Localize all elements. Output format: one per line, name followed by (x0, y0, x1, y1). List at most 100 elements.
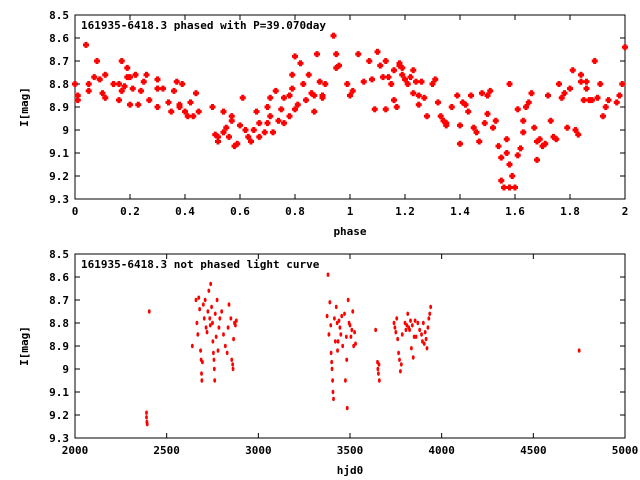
unphased-data-point (392, 320, 396, 326)
phased-data-point (542, 140, 549, 147)
unphased-x-tick-label: 4500 (520, 444, 547, 457)
unphased-data-point (425, 346, 429, 351)
unphased-data-point (215, 297, 219, 303)
unphased-data-point (227, 302, 231, 307)
phased-data-point (250, 127, 257, 133)
phased-data-point (330, 32, 337, 39)
unphased-data-point (377, 378, 381, 383)
phased-data-point (462, 101, 469, 108)
phased-data-point (300, 81, 307, 87)
unphased-data-point (336, 339, 340, 344)
unphased-data-point (332, 396, 335, 402)
phased-data-point (429, 81, 436, 87)
phased-data-point (333, 64, 340, 71)
phased-y-tick-label: 8.8 (49, 78, 69, 91)
phased-data-point (143, 71, 150, 78)
phased-data-point (154, 85, 161, 92)
phased-data-point (536, 136, 543, 143)
phased-data-point (360, 78, 367, 85)
unphased-data-point (416, 320, 420, 326)
phased-data-point (490, 124, 496, 131)
unphased-data-point (338, 325, 342, 330)
unphased-data-point (201, 359, 204, 365)
unphased-data-point (418, 327, 422, 333)
unphased-data-point (397, 350, 400, 356)
phased-data-point (248, 138, 254, 145)
phased-data-point (355, 51, 362, 58)
phased-x-tick-label: 0.6 (230, 205, 250, 218)
phased-data-point (465, 108, 472, 115)
unphased-data-point (213, 311, 217, 316)
phased-data-point (459, 99, 466, 106)
phased-data-point (256, 133, 263, 140)
phased-data-point (256, 120, 263, 127)
phased-data-point (520, 129, 527, 136)
phased-data-point (83, 41, 89, 48)
phased-data-point (418, 78, 425, 85)
unphased-data-point (333, 339, 337, 344)
phased-data-point (545, 92, 551, 99)
phased-data-point (517, 145, 524, 152)
unphased-data-point (231, 362, 235, 367)
phased-data-point (308, 90, 315, 97)
unphased-data-point (217, 325, 221, 330)
phased-data-point (391, 67, 397, 74)
phased-data-point (171, 87, 177, 94)
phased-data-point (498, 154, 505, 161)
phased-data-point (374, 48, 381, 55)
unphased-x-axis-label: hjd0 (337, 464, 364, 477)
phased-data-point (121, 83, 128, 90)
unphased-data-point (198, 307, 202, 312)
unphased-y-tick-label: 8.7 (49, 294, 69, 307)
phased-data-point (344, 81, 351, 87)
phased-data-point (369, 76, 375, 83)
unphased-y-tick-label: 8.6 (49, 271, 69, 284)
phased-data-point (506, 81, 513, 87)
phased-data-point (154, 104, 161, 110)
phased-y-tick-label: 8.5 (49, 9, 69, 22)
phased-axis-ticks: 0 0.2 0.4 0.6 0.8 1 1.2 1.4 1.6 1.8 2 8.5 8.6 8.7 8.8 8… (49, 9, 628, 218)
unphased-data-point (350, 327, 354, 333)
unphased-data-point (234, 323, 237, 328)
unphased-data-point (212, 357, 216, 362)
phased-data-point (415, 101, 422, 108)
phased-data-point (333, 51, 340, 58)
phased-data-points (72, 32, 628, 191)
unphased-data-point (231, 366, 235, 372)
unphased-data-point (211, 339, 215, 344)
phased-data-point (495, 143, 502, 150)
phased-data-point (479, 90, 485, 97)
phased-data-point (402, 76, 408, 83)
phased-y-tick-label: 9.1 (49, 147, 69, 160)
phased-data-point (487, 87, 494, 94)
phased-data-point (613, 99, 620, 106)
phased-data-point (575, 131, 582, 138)
unphased-data-point (330, 366, 334, 372)
unphased-data-point (326, 272, 330, 277)
phased-data-point (569, 67, 576, 74)
phased-data-point (476, 138, 483, 145)
phased-data-point (74, 92, 81, 99)
unphased-data-point (329, 350, 333, 356)
phased-data-point (193, 90, 199, 97)
unphased-data-point (349, 334, 353, 339)
phased-data-point (110, 81, 117, 87)
unphased-data-point (345, 357, 349, 362)
unphased-data-point (409, 318, 412, 323)
unphased-data-point (208, 316, 212, 321)
phased-data-point (182, 108, 188, 115)
unphased-y-tick-label: 8.9 (49, 340, 69, 353)
phased-data-point (281, 120, 287, 127)
phased-x-tick-label: 1.4 (450, 205, 470, 218)
unphased-data-point (396, 336, 400, 342)
phased-data-point (223, 124, 230, 131)
phased-data-point (396, 62, 403, 69)
phased-data-point (366, 58, 373, 64)
phased-data-point (415, 92, 422, 99)
phased-data-point (322, 81, 329, 87)
unphased-data-point (398, 357, 401, 362)
phased-data-point (534, 156, 540, 163)
unphased-data-point (220, 309, 224, 314)
unphased-data-point (205, 330, 209, 335)
unphased-data-point (427, 316, 431, 321)
